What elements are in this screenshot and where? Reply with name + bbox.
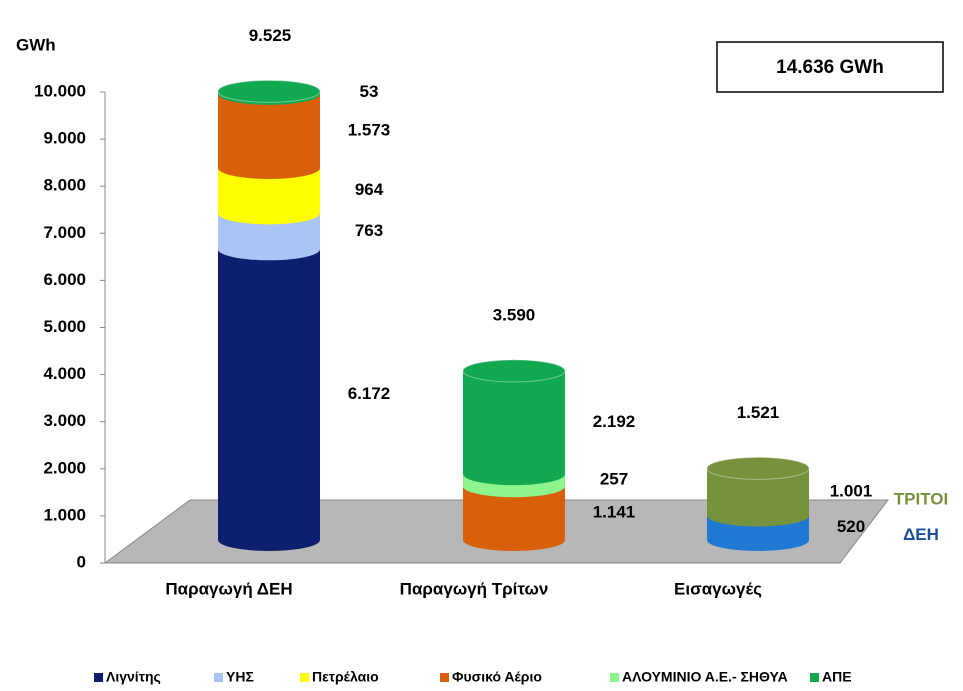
- series-name: ΤΡΙΤΟΙ: [894, 489, 948, 508]
- annotation: 14.636 GWh: [776, 57, 884, 78]
- legend-label: ΑΛΟΥΜΙΝΙΟ Α.Ε.- ΣΗΘΥΑ: [622, 669, 788, 685]
- data-label: 763: [355, 221, 383, 240]
- total-label: 9.525: [249, 26, 292, 45]
- legend-label: Πετρέλαιο: [312, 669, 379, 685]
- bar-segment: [218, 238, 320, 551]
- y-tick-label: 1.000: [43, 505, 86, 524]
- bar-top: [462, 359, 566, 383]
- x-tick-label: Παραγωγή Τρίτων: [400, 579, 549, 598]
- y-axis-label: GWh: [16, 35, 56, 54]
- x-tick-label: Εισαγωγές: [674, 579, 762, 598]
- total-label: 3.590: [493, 305, 536, 324]
- legend-swatch: [214, 673, 223, 682]
- bar-top: [706, 456, 810, 480]
- legend-label: ΑΠΕ: [822, 669, 852, 685]
- data-label: 1.001: [830, 481, 873, 500]
- legend-label: Φυσικό Αέριο: [452, 669, 542, 685]
- bar-segment: [218, 82, 320, 179]
- x-tick-label: Παραγωγή ΔΕΗ: [165, 579, 292, 598]
- y-tick-label: 2.000: [43, 458, 86, 477]
- data-label: 1.573: [348, 120, 391, 139]
- y-tick-label: 0: [77, 552, 86, 571]
- total-label: 1.521: [737, 403, 780, 422]
- data-label: 520: [837, 517, 865, 536]
- legend-swatch: [300, 673, 309, 682]
- y-tick-label: 4.000: [43, 364, 86, 383]
- annotation-box: [716, 41, 944, 93]
- y-tick-label: 6.000: [43, 270, 86, 289]
- y-tick-label: 8.000: [43, 176, 86, 195]
- data-label: 53: [360, 82, 379, 101]
- data-label: 2.192: [593, 412, 636, 431]
- y-tick-label: 7.000: [43, 223, 86, 242]
- legend-label: ΥΗΣ: [226, 669, 254, 685]
- legend-swatch: [440, 673, 449, 682]
- bar-top: [217, 79, 321, 103]
- y-tick-label: 5.000: [43, 317, 86, 336]
- data-label: 1.141: [593, 503, 636, 522]
- legend-swatch: [610, 673, 619, 682]
- data-label: 257: [600, 470, 628, 489]
- bar-segment: [463, 359, 565, 486]
- legend-swatch: [810, 673, 819, 682]
- data-label: 6.172: [348, 384, 391, 403]
- y-tick-label: 10.000: [34, 81, 86, 100]
- legend-label: Λιγνίτης: [106, 669, 161, 685]
- legend-swatch: [94, 673, 103, 682]
- y-tick-label: 9.000: [43, 129, 86, 148]
- data-label: 964: [355, 180, 384, 199]
- y-tick-label: 3.000: [43, 411, 86, 430]
- series-name: ΔΕΗ: [903, 525, 939, 544]
